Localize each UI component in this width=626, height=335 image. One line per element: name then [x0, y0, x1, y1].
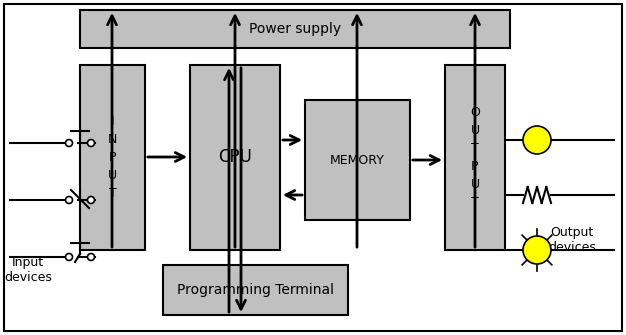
Circle shape — [66, 254, 73, 261]
Bar — [445, 65, 505, 250]
Bar — [80, 10, 510, 48]
Circle shape — [66, 139, 73, 146]
Text: Power supply: Power supply — [249, 22, 341, 36]
Bar — [80, 65, 145, 250]
Circle shape — [88, 139, 95, 146]
Circle shape — [523, 236, 551, 264]
Text: Output
devices: Output devices — [548, 226, 596, 254]
Bar — [190, 65, 280, 250]
Text: Input
devices: Input devices — [4, 256, 52, 284]
Text: O
U
T
P
U
T: O U T P U T — [470, 106, 480, 209]
Circle shape — [88, 197, 95, 203]
Text: MEMORY: MEMORY — [330, 153, 385, 166]
Text: Programming Terminal: Programming Terminal — [177, 283, 334, 297]
Bar — [163, 265, 348, 315]
Text: I
N
P
U
T: I N P U T — [108, 115, 117, 200]
Circle shape — [88, 254, 95, 261]
Circle shape — [523, 126, 551, 154]
Bar — [305, 100, 410, 220]
Text: CPU: CPU — [218, 148, 252, 166]
Circle shape — [66, 197, 73, 203]
